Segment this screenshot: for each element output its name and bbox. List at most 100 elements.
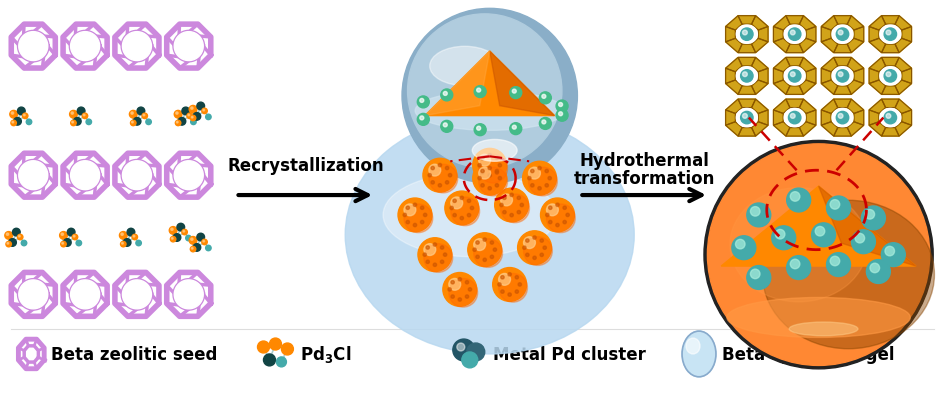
Polygon shape bbox=[750, 58, 767, 72]
Circle shape bbox=[9, 111, 18, 118]
Circle shape bbox=[884, 246, 894, 256]
Circle shape bbox=[456, 343, 464, 351]
Circle shape bbox=[499, 203, 502, 207]
Polygon shape bbox=[820, 99, 837, 113]
Polygon shape bbox=[820, 38, 837, 53]
Circle shape bbox=[886, 249, 903, 265]
Circle shape bbox=[495, 171, 498, 174]
Polygon shape bbox=[772, 110, 783, 125]
Circle shape bbox=[498, 273, 527, 302]
Circle shape bbox=[470, 206, 473, 210]
Circle shape bbox=[438, 163, 441, 167]
Circle shape bbox=[176, 112, 177, 114]
Circle shape bbox=[424, 244, 435, 256]
Circle shape bbox=[522, 246, 526, 249]
Circle shape bbox=[740, 111, 752, 124]
Polygon shape bbox=[772, 16, 789, 30]
Circle shape bbox=[203, 109, 204, 111]
Polygon shape bbox=[19, 32, 48, 60]
Polygon shape bbox=[737, 99, 755, 108]
Circle shape bbox=[82, 113, 88, 119]
Circle shape bbox=[136, 240, 142, 246]
Polygon shape bbox=[785, 44, 802, 53]
Circle shape bbox=[541, 120, 546, 124]
Circle shape bbox=[72, 234, 77, 240]
Polygon shape bbox=[737, 86, 755, 94]
Circle shape bbox=[277, 357, 286, 367]
Circle shape bbox=[440, 260, 444, 264]
Polygon shape bbox=[881, 86, 898, 94]
Polygon shape bbox=[735, 67, 756, 85]
Polygon shape bbox=[853, 26, 863, 42]
Circle shape bbox=[540, 198, 574, 232]
Circle shape bbox=[548, 206, 551, 209]
Circle shape bbox=[785, 188, 810, 212]
Circle shape bbox=[458, 277, 461, 281]
Circle shape bbox=[789, 113, 794, 118]
Circle shape bbox=[789, 30, 794, 35]
Polygon shape bbox=[853, 110, 863, 125]
Circle shape bbox=[450, 197, 463, 209]
Circle shape bbox=[510, 193, 513, 196]
Circle shape bbox=[750, 207, 759, 216]
Circle shape bbox=[532, 236, 535, 239]
Circle shape bbox=[406, 206, 409, 209]
Circle shape bbox=[23, 113, 28, 119]
Circle shape bbox=[826, 196, 850, 220]
Polygon shape bbox=[881, 99, 898, 108]
Circle shape bbox=[192, 116, 193, 118]
Circle shape bbox=[171, 237, 173, 239]
Circle shape bbox=[443, 123, 447, 127]
Circle shape bbox=[537, 166, 541, 170]
Circle shape bbox=[885, 72, 890, 77]
Circle shape bbox=[497, 164, 501, 167]
Circle shape bbox=[508, 293, 511, 296]
Text: Hydrothermal: Hydrothermal bbox=[579, 152, 708, 170]
Circle shape bbox=[424, 244, 452, 273]
Circle shape bbox=[173, 234, 180, 241]
Polygon shape bbox=[772, 122, 789, 136]
Circle shape bbox=[426, 260, 429, 264]
Circle shape bbox=[186, 235, 191, 241]
Circle shape bbox=[482, 238, 486, 241]
Circle shape bbox=[512, 125, 515, 129]
Circle shape bbox=[516, 196, 520, 200]
Circle shape bbox=[787, 70, 801, 82]
Circle shape bbox=[443, 253, 447, 256]
Circle shape bbox=[703, 141, 933, 369]
Circle shape bbox=[742, 72, 747, 77]
Polygon shape bbox=[784, 67, 804, 85]
Circle shape bbox=[563, 206, 565, 209]
Polygon shape bbox=[757, 110, 767, 125]
Circle shape bbox=[479, 167, 507, 196]
Polygon shape bbox=[820, 68, 830, 83]
Polygon shape bbox=[847, 16, 863, 30]
Polygon shape bbox=[785, 128, 802, 136]
Circle shape bbox=[789, 192, 799, 201]
Circle shape bbox=[174, 111, 182, 118]
Circle shape bbox=[558, 112, 562, 116]
Circle shape bbox=[539, 92, 550, 104]
Circle shape bbox=[61, 233, 63, 235]
Circle shape bbox=[498, 273, 510, 285]
Circle shape bbox=[467, 199, 470, 202]
Circle shape bbox=[71, 120, 76, 126]
Polygon shape bbox=[831, 109, 852, 127]
Polygon shape bbox=[799, 16, 815, 30]
Polygon shape bbox=[785, 16, 802, 24]
Circle shape bbox=[545, 183, 548, 187]
Polygon shape bbox=[799, 99, 815, 113]
Circle shape bbox=[742, 30, 747, 35]
Polygon shape bbox=[725, 80, 741, 94]
Circle shape bbox=[131, 122, 133, 123]
Polygon shape bbox=[879, 25, 900, 43]
Circle shape bbox=[490, 255, 493, 258]
Circle shape bbox=[527, 177, 531, 180]
Circle shape bbox=[740, 70, 752, 82]
Circle shape bbox=[133, 235, 135, 237]
Circle shape bbox=[835, 111, 848, 124]
Polygon shape bbox=[123, 280, 151, 309]
Circle shape bbox=[792, 194, 809, 211]
Circle shape bbox=[543, 246, 546, 249]
Polygon shape bbox=[847, 38, 863, 53]
